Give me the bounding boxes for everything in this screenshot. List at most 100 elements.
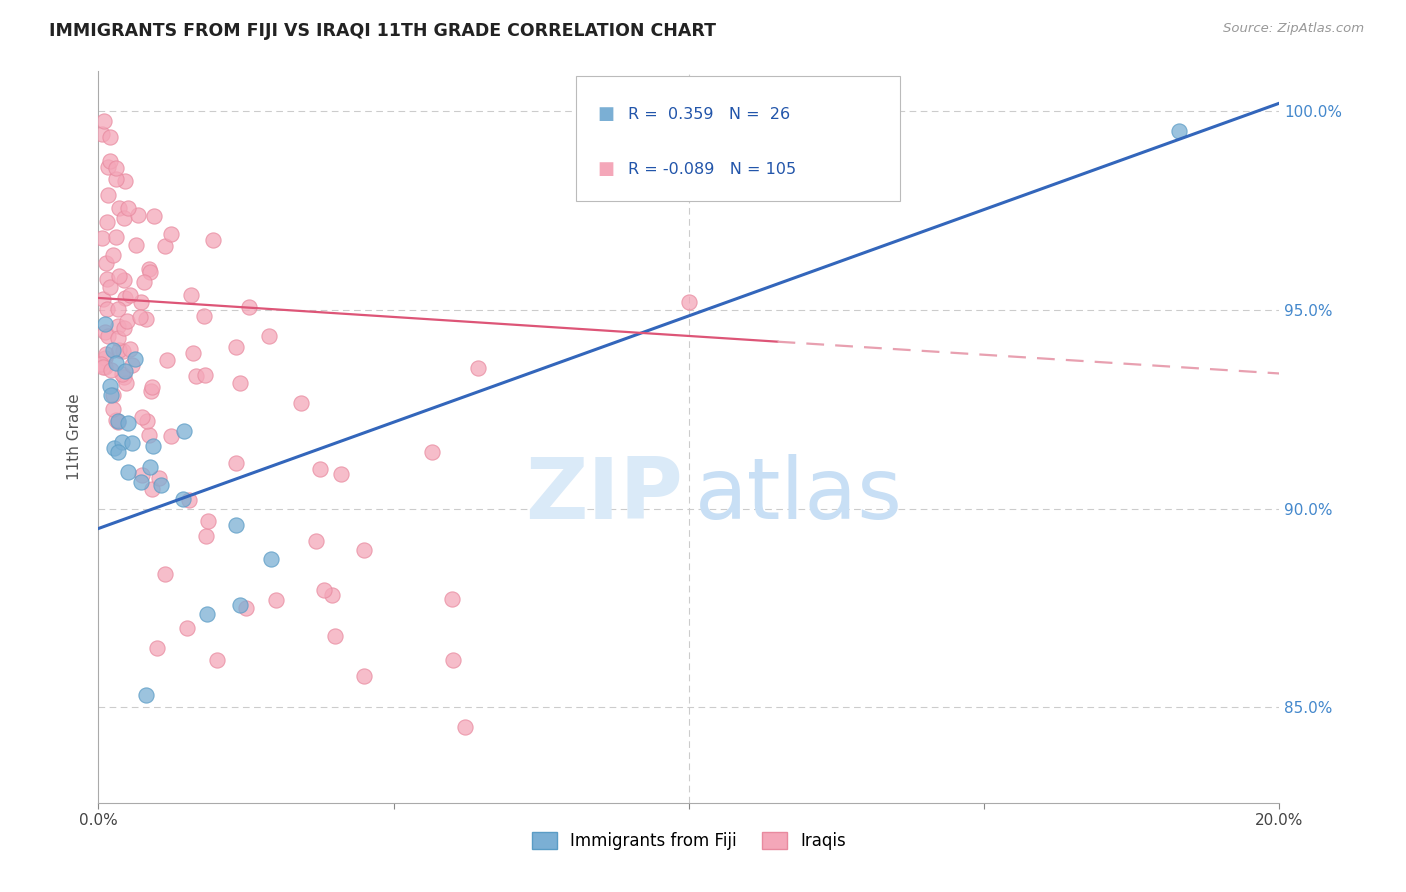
Point [257, 328, 280, 343]
Point [441, 653, 464, 667]
Point [290, 395, 312, 409]
Point [195, 528, 218, 542]
Point [309, 462, 332, 476]
Point [323, 629, 346, 643]
Point [118, 288, 141, 302]
Point [353, 668, 375, 682]
Point [312, 583, 335, 598]
Point [135, 689, 157, 703]
Text: Source: ZipAtlas.com: Source: ZipAtlas.com [1223, 22, 1364, 36]
Point [98, 279, 121, 293]
Point [142, 439, 165, 453]
Point [176, 621, 198, 635]
Point [100, 387, 122, 401]
Point [91, 231, 114, 245]
Point [111, 367, 134, 381]
Point [186, 368, 208, 383]
Point [112, 211, 135, 226]
Point [678, 294, 700, 309]
Point [420, 444, 443, 458]
Point [117, 465, 139, 479]
Point [125, 238, 148, 252]
Point [98, 378, 121, 392]
Point [129, 475, 152, 490]
Point [105, 161, 128, 176]
Point [453, 720, 475, 734]
Point [193, 309, 215, 323]
Point [229, 599, 252, 613]
Point [117, 416, 139, 430]
Point [94, 351, 117, 366]
Point [197, 607, 219, 621]
Point [173, 424, 195, 438]
Point [118, 342, 141, 356]
Point [103, 441, 125, 455]
Point [97, 160, 120, 174]
Point [112, 344, 135, 359]
Point [93, 359, 115, 374]
Point [98, 130, 121, 145]
Point [114, 364, 136, 378]
Point [97, 188, 120, 202]
Point [101, 247, 124, 261]
Y-axis label: 11th Grade: 11th Grade [67, 393, 83, 481]
Point [91, 292, 114, 306]
Point [172, 491, 194, 506]
Point [329, 467, 352, 482]
Point [225, 518, 247, 533]
Point [107, 202, 129, 216]
Point [115, 314, 138, 328]
Point [107, 414, 129, 428]
Point [141, 380, 163, 394]
Point [141, 384, 163, 398]
Text: ■: ■ [598, 105, 614, 123]
Point [155, 566, 177, 581]
Point [101, 387, 124, 401]
Point [107, 415, 129, 429]
Point [180, 288, 202, 302]
Point [205, 653, 228, 667]
Point [132, 275, 155, 289]
Point [111, 435, 134, 450]
Point [139, 265, 162, 279]
Point [129, 310, 152, 324]
Point [104, 229, 127, 244]
Point [94, 318, 117, 332]
Point [229, 376, 252, 390]
Point [101, 401, 124, 416]
Point [112, 273, 135, 287]
Point [150, 478, 173, 492]
Point [1168, 124, 1191, 138]
Point [114, 291, 136, 305]
Point [321, 588, 343, 602]
Point [131, 410, 153, 425]
Point [96, 328, 118, 343]
Point [108, 343, 131, 357]
Point [202, 233, 225, 247]
Point [121, 358, 143, 372]
Point [115, 376, 138, 391]
Point [90, 357, 112, 371]
Text: ■: ■ [598, 161, 614, 178]
Point [225, 340, 247, 354]
Point [121, 436, 143, 450]
Point [148, 471, 170, 485]
Point [117, 201, 139, 215]
Point [104, 413, 127, 427]
Point [260, 552, 283, 566]
Point [138, 427, 160, 442]
Point [107, 318, 129, 333]
Point [108, 268, 131, 283]
Point [104, 355, 127, 369]
Point [131, 467, 153, 482]
Point [96, 214, 118, 228]
Point [141, 482, 163, 496]
Point [101, 343, 124, 357]
Point [305, 534, 328, 549]
Point [146, 640, 169, 655]
Point [467, 361, 489, 376]
Point [153, 239, 176, 253]
Point [100, 363, 122, 377]
Point [238, 301, 260, 315]
Point [114, 174, 136, 188]
